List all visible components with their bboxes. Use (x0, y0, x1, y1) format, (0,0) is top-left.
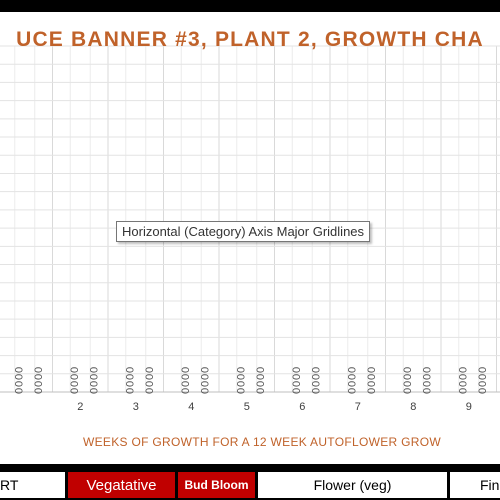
data-label: 0 (345, 374, 357, 380)
data-label: 0 (365, 388, 377, 394)
data-label: 0 (365, 374, 377, 380)
stage-cell: RT (0, 472, 65, 498)
data-label: 0 (345, 388, 357, 394)
data-label: 0 (143, 367, 155, 373)
data-label: 0 (12, 388, 24, 394)
data-label: 0 (234, 388, 246, 394)
stage-label: Flower (veg) (313, 477, 392, 493)
data-label: 0 (12, 381, 24, 387)
data-label: 0 (254, 388, 266, 394)
data-label: 0 (87, 374, 99, 380)
data-label: 0 (32, 381, 44, 387)
data-label: 0 (198, 388, 210, 394)
chart-title[interactable]: UCE BANNER #3, PLANT 2, GROWTH CHA (16, 28, 484, 51)
data-label: 0 (309, 374, 321, 380)
data-label: 0 (309, 381, 321, 387)
data-label: 0 (289, 374, 301, 380)
data-label: 0 (178, 381, 190, 387)
data-label: 0 (365, 367, 377, 373)
data-label: 0 (198, 367, 210, 373)
data-label: 0 (400, 374, 412, 380)
stage-label: Vegatative (86, 476, 157, 494)
data-label: 0 (32, 374, 44, 380)
data-label: 0 (67, 381, 79, 387)
stage-cell: Flower (veg) (258, 472, 447, 498)
data-label: 0 (400, 367, 412, 373)
growth-stage-bar: RT Vegatative Bud Bloom Flower (veg) Fin (0, 470, 500, 500)
data-label: 0 (123, 374, 135, 380)
data-label: 0 (12, 374, 24, 380)
data-label: 0 (456, 367, 468, 373)
stage-label: Fin (480, 477, 500, 493)
data-label: 0 (309, 367, 321, 373)
x-tick-label: 2 (77, 401, 83, 413)
data-label: 0 (476, 388, 488, 394)
x-tick-label: 5 (244, 401, 250, 413)
data-label: 0 (345, 367, 357, 373)
data-label: 0 (309, 388, 321, 394)
data-label: 0 (178, 374, 190, 380)
data-label: 0 (289, 367, 301, 373)
data-label: 0 (254, 374, 266, 380)
data-label: 0 (87, 388, 99, 394)
data-label: 0 (32, 367, 44, 373)
x-tick-label: 3 (133, 401, 139, 413)
data-label: 0 (456, 374, 468, 380)
data-label: 0 (32, 388, 44, 394)
data-label: 0 (420, 367, 432, 373)
data-label: 0 (365, 381, 377, 387)
data-label: 0 (476, 367, 488, 373)
data-label: 0 (123, 367, 135, 373)
gridlines-tooltip: Horizontal (Category) Axis Major Gridlin… (116, 221, 371, 242)
data-label: 0 (198, 374, 210, 380)
stage-cell: Bud Bloom (178, 472, 255, 498)
data-label: 0 (12, 367, 24, 373)
stage-label: Bud Bloom (184, 478, 249, 492)
data-label: 0 (420, 388, 432, 394)
x-tick-label: 4 (188, 401, 194, 413)
data-label: 0 (345, 381, 357, 387)
x-tick-label: 8 (410, 401, 416, 413)
data-label: 0 (234, 381, 246, 387)
data-label: 0 (420, 374, 432, 380)
data-label: 0 (67, 374, 79, 380)
data-label: 0 (143, 374, 155, 380)
data-label: 0 (420, 381, 432, 387)
data-label: 0 (143, 381, 155, 387)
data-label: 0 (178, 367, 190, 373)
stage-cell: Fin (450, 472, 500, 498)
data-label: 0 (400, 388, 412, 394)
data-label: 0 (456, 381, 468, 387)
x-tick-label: 7 (355, 401, 361, 413)
stage-cell: Vegatative (68, 472, 175, 498)
data-label: 0 (198, 381, 210, 387)
data-label: 0 (254, 381, 266, 387)
data-label: 0 (476, 381, 488, 387)
x-tick-label: 9 (466, 401, 472, 413)
data-label: 0 (289, 388, 301, 394)
x-tick-label: 6 (299, 401, 305, 413)
data-label: 0 (289, 381, 301, 387)
data-label: 0 (123, 381, 135, 387)
data-label: 0 (123, 388, 135, 394)
data-label: 0 (67, 388, 79, 394)
plot-area[interactable]: 0000000000000000000000000000000000000000… (0, 12, 500, 464)
data-label: 0 (234, 374, 246, 380)
data-label: 0 (254, 367, 266, 373)
data-label: 0 (67, 367, 79, 373)
data-label: 0 (456, 388, 468, 394)
x-axis-title[interactable]: WEEKS OF GROWTH FOR A 12 WEEK AUTOFLOWER… (83, 435, 441, 449)
data-label: 0 (476, 374, 488, 380)
data-label: 0 (87, 367, 99, 373)
data-label: 0 (234, 367, 246, 373)
data-label: 0 (87, 381, 99, 387)
data-label: 0 (178, 388, 190, 394)
data-label: 0 (143, 388, 155, 394)
stage-label: RT (0, 477, 19, 493)
data-label: 0 (400, 381, 412, 387)
